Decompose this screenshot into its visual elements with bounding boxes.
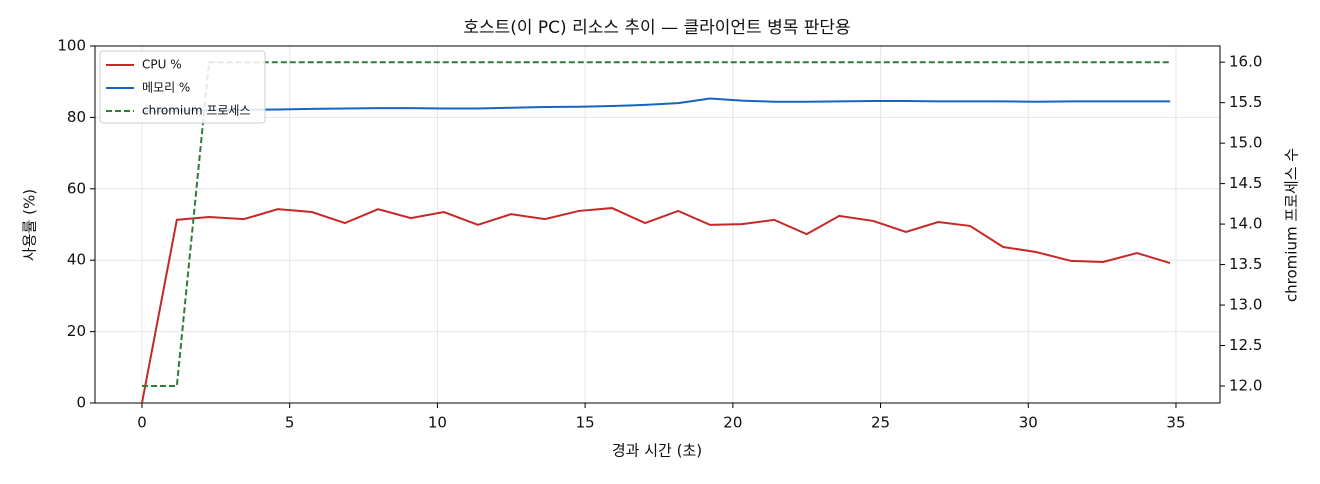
x-tick-label: 35	[1166, 414, 1185, 432]
x-tick-label: 5	[285, 414, 295, 432]
legend-box	[99, 50, 266, 124]
y2-tick-label: 12.0	[1229, 377, 1262, 395]
y2-axis-label: chromium 프로세스 수	[1283, 148, 1301, 302]
y2-tick-label: 14.0	[1229, 215, 1262, 233]
y2-tick-label: 12.5	[1229, 336, 1262, 354]
y2-tick-label: 16.0	[1229, 53, 1262, 71]
y-axis-label: 사용률 (%)	[21, 189, 39, 261]
x-tick-label: 30	[1019, 414, 1038, 432]
x-tick-label: 10	[428, 414, 447, 432]
y-tick-label: 80	[67, 108, 86, 126]
y2-tick-label: 13.5	[1229, 255, 1262, 273]
x-tick-label: 25	[871, 414, 890, 432]
x-tick-label: 20	[723, 414, 742, 432]
y2-tick-label: 15.0	[1229, 134, 1262, 152]
y-tick-label: 60	[67, 179, 86, 197]
y-tick-label: 40	[67, 251, 86, 269]
x-tick-label: 0	[137, 414, 147, 432]
x-axis-label: 경과 시간 (초)	[612, 442, 702, 460]
legend-label: chromium 프로세스	[142, 104, 251, 118]
legend: CPU % 메모리 % chromium 프로세스	[99, 50, 266, 124]
y2-tick-label: 15.5	[1229, 93, 1262, 111]
y2-tick-label: 14.5	[1229, 174, 1262, 192]
data-line	[140, 207, 1171, 404]
chart-title: 호스트(이 PC) 리소스 추이 — 클라이언트 병목 판단용	[463, 18, 850, 38]
y-tick-label: 100	[57, 37, 86, 55]
data-line	[141, 61, 1171, 387]
plot-frame	[94, 45, 1221, 404]
legend-label: CPU %	[142, 58, 182, 72]
y-tick-label: 20	[67, 322, 86, 340]
data-line	[141, 97, 1171, 114]
legend-label: 메모리 %	[142, 81, 190, 95]
x-tick-label: 15	[576, 414, 595, 432]
y2-tick-label: 13.0	[1229, 296, 1262, 314]
y-tick-label: 0	[76, 394, 86, 412]
